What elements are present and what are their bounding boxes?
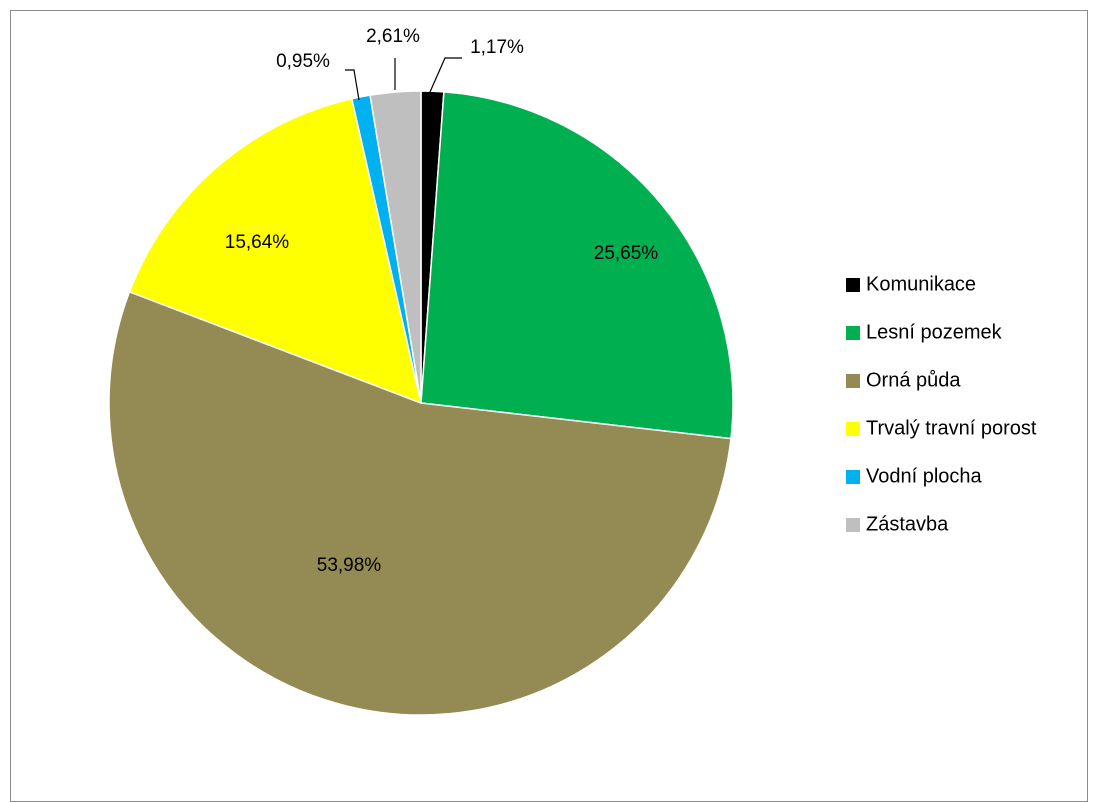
legend: Komunikace Lesní pozemek Orná půda Trvalý t… bbox=[846, 273, 1037, 535]
pie-slice-zastavba bbox=[369, 90, 422, 404]
legend-item-lesni-pozemek: Lesní pozemek bbox=[846, 321, 1003, 343]
legend-swatch-vodni-plocha bbox=[846, 470, 860, 484]
data-label-orna-puda: 53,98% bbox=[317, 555, 382, 576]
data-label-lesni-pozemek: 25,65% bbox=[594, 243, 659, 264]
legend-swatch-komunikace bbox=[846, 278, 860, 292]
legend-label-trvaly-travni-porost: Trvalý travní porost bbox=[866, 417, 1037, 439]
data-label-komunikace: 1,17% bbox=[470, 37, 524, 58]
pie-slice-trvaly-travni-porost bbox=[128, 97, 423, 405]
legend-item-trvaly-travni-porost: Trvalý travní porost bbox=[846, 417, 1037, 439]
data-labels: 1,17% 25,65% 53,98% 15,64% 0,95% 2,61% bbox=[225, 26, 659, 576]
legend-label-vodni-plocha: Vodní plocha bbox=[866, 465, 983, 487]
data-label-vodni-plocha: 0,95% bbox=[276, 51, 330, 72]
legend-swatch-zastavba bbox=[846, 518, 860, 532]
data-label-zastavba: 2,61% bbox=[366, 26, 420, 47]
pie-slices bbox=[108, 90, 734, 716]
legend-item-vodni-plocha: Vodní plocha bbox=[846, 465, 983, 487]
pie-slice-lesni-pozemek bbox=[420, 91, 734, 440]
legend-item-orna-puda: Orná půda bbox=[846, 369, 961, 391]
legend-label-lesni-pozemek: Lesní pozemek bbox=[866, 321, 1003, 343]
data-label-trvaly-travni-porost: 15,64% bbox=[225, 232, 290, 253]
legend-label-zastavba: Zástavba bbox=[866, 513, 949, 535]
legend-swatch-lesni-pozemek bbox=[846, 326, 860, 340]
pie-slice-orna-puda bbox=[108, 290, 732, 716]
legend-swatch-trvaly-travni-porost bbox=[846, 422, 860, 436]
leader-line-vodni-plocha bbox=[345, 69, 360, 101]
legend-swatch-orna-puda bbox=[846, 374, 860, 388]
legend-item-komunikace: Komunikace bbox=[846, 273, 976, 295]
leader-line-komunikace bbox=[429, 57, 462, 93]
legend-label-komunikace: Komunikace bbox=[866, 273, 976, 295]
legend-label-orna-puda: Orná půda bbox=[866, 369, 961, 391]
leader-lines bbox=[345, 57, 462, 101]
legend-item-zastavba: Zástavba bbox=[846, 513, 949, 535]
